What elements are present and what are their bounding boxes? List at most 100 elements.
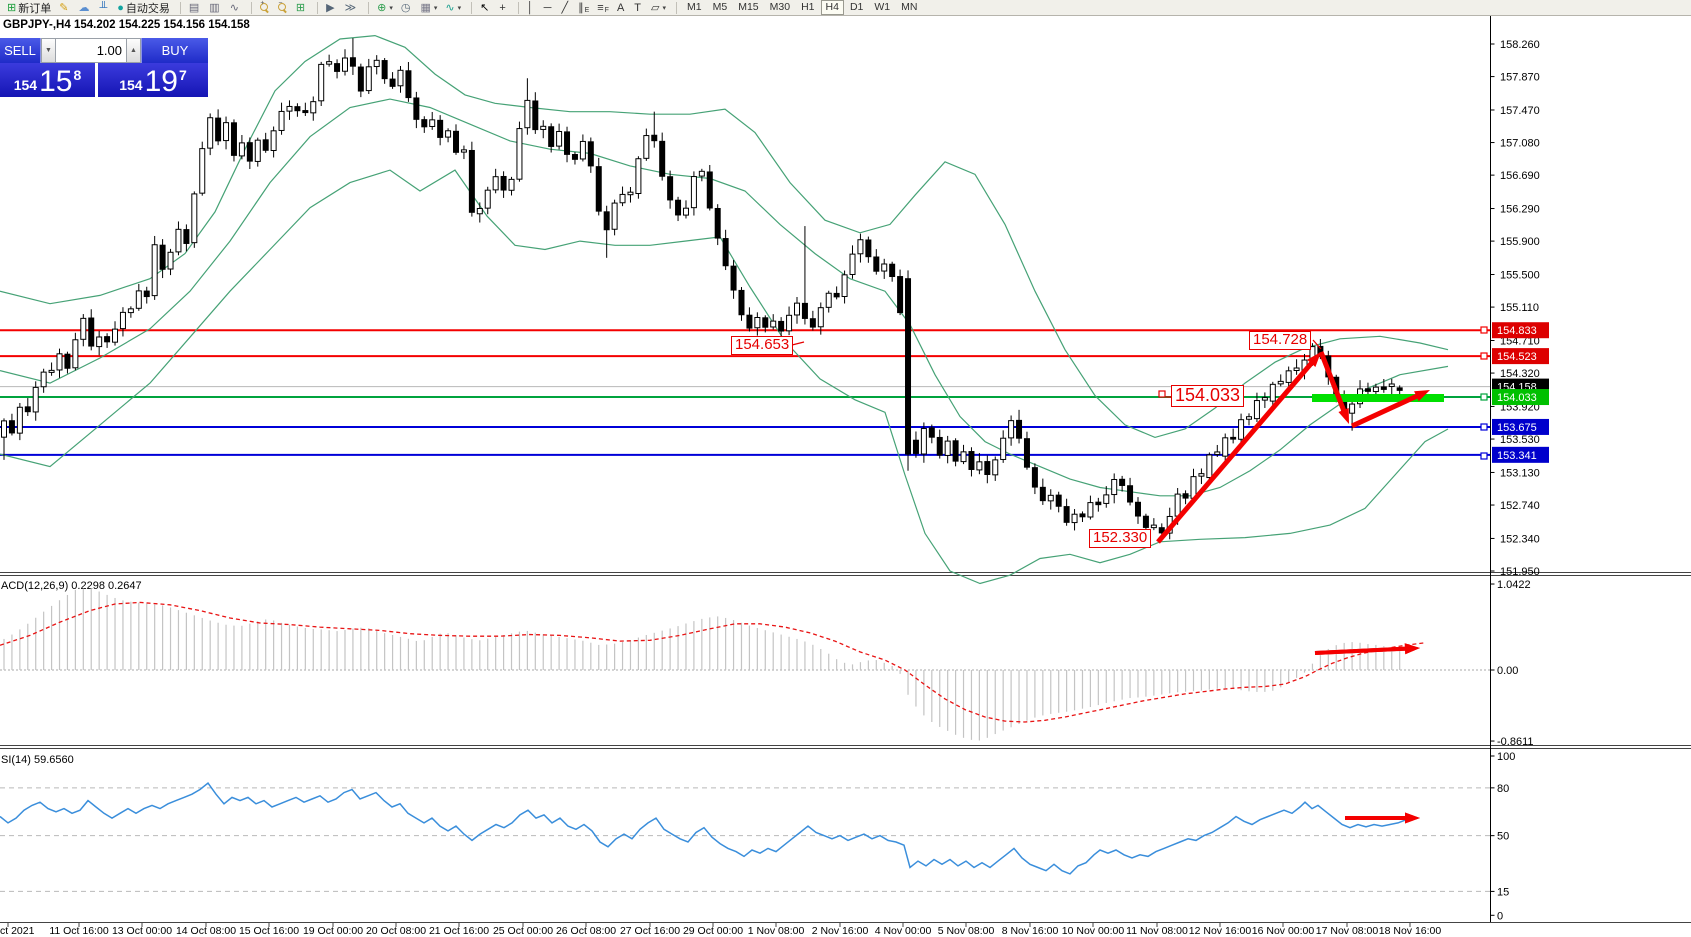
channel-tool[interactable]: ∥ E (578, 1, 590, 14)
zoom-in-icon[interactable]: + (257, 0, 273, 15)
trend-arrow[interactable] (1318, 351, 1349, 418)
new-order-button[interactable]: ⊞ 新订单 (7, 1, 52, 15)
timeframe-M5[interactable]: M5 (712, 1, 728, 13)
trendline-tool[interactable]: ╱ (558, 1, 573, 15)
signal-icon[interactable]: ╨ (96, 1, 112, 15)
timeframe-MN[interactable]: MN (901, 1, 918, 13)
date-label[interactable]: 4 Nov 00:00 (875, 925, 932, 937)
buy-button[interactable]: BUY (141, 38, 208, 63)
candle-chart-icon[interactable]: ▥ (206, 1, 224, 15)
candle-body (24, 406, 31, 413)
price-label-154728[interactable]: 154.728 (1249, 331, 1312, 350)
grid-icon[interactable]: ▦ ▾ (420, 1, 438, 14)
candle-body (215, 117, 222, 142)
candle-body (1230, 436, 1237, 440)
rsi-axis-label: 80 (1497, 783, 1509, 795)
date-label[interactable]: 16 Nov 00:00 (1252, 925, 1315, 937)
date-label[interactable]: 12 Nov 16:00 (1189, 925, 1252, 937)
label-tool[interactable]: T (631, 1, 646, 15)
candle-body (151, 244, 158, 297)
candle-body (976, 461, 983, 471)
date-label[interactable]: 25 Oct 00:00 (493, 925, 553, 937)
volume-decrement-button[interactable]: ▼ (41, 38, 56, 63)
date-label[interactable]: 8 Nov 16:00 (1002, 925, 1059, 937)
date-label[interactable]: 2 Nov 16:00 (812, 925, 869, 937)
timeframe-M1[interactable]: M1 (687, 1, 702, 13)
candle-body (1396, 387, 1403, 391)
date-label[interactable]: 17 Nov 08:00 (1316, 925, 1379, 937)
line-chart-icon[interactable]: ∿ (227, 1, 244, 15)
line-handle[interactable] (1480, 393, 1488, 401)
date-label[interactable]: 19 Oct 00:00 (303, 925, 363, 937)
price-label-152330[interactable]: 152.330 (1089, 529, 1152, 548)
timeframe-H4[interactable]: H4 (820, 0, 844, 15)
date-label[interactable]: 20 Oct 08:00 (366, 925, 426, 937)
cloud-icon[interactable]: ☁ (75, 1, 94, 15)
shapes-tool[interactable]: ▱ ▾ (651, 1, 667, 14)
date-label[interactable]: 21 Oct 16:00 (429, 925, 489, 937)
volume-increment-button[interactable]: ▲ (126, 38, 141, 63)
date-label[interactable]: 14 Oct 08:00 (176, 925, 236, 937)
date-label[interactable]: 13 Oct 00:00 (112, 925, 172, 937)
trend-arrow[interactable] (1314, 646, 1413, 655)
tile-windows-icon[interactable]: ⊞ (293, 1, 310, 15)
add-chart-icon[interactable]: ⊕ ▾ (377, 1, 393, 14)
rsi-axis-label: 15 (1497, 886, 1509, 898)
date-label[interactable]: 10 Nov 00:00 (1062, 925, 1125, 937)
hline-tool[interactable]: ─ (541, 1, 557, 15)
buy-price-button[interactable]: 154 19 7 (98, 63, 208, 97)
timeframe-W1[interactable]: W1 (874, 1, 891, 13)
date-label[interactable]: 15 Oct 16:00 (239, 925, 299, 937)
autotrade-button[interactable]: ● 自动交易 (117, 1, 170, 15)
clock-icon[interactable]: ◷ (398, 1, 416, 15)
date-label[interactable]: 26 Oct 08:00 (556, 925, 616, 937)
support-highlight-bar[interactable] (1312, 394, 1444, 402)
price-label-154653[interactable]: 154.653 (731, 336, 794, 355)
chart-title: GBPJPY-,H4 154.202 154.225 154.156 154.1… (3, 19, 250, 31)
candle-body (445, 130, 452, 138)
date-label[interactable]: 1 Nov 08:00 (748, 925, 805, 937)
text-tool[interactable]: A (614, 1, 629, 15)
zoom-out-icon[interactable]: − (275, 0, 291, 15)
cursor-icon[interactable]: ↖ (477, 1, 494, 15)
buy-big-figure: 154 (119, 77, 143, 93)
line-handle[interactable] (1158, 390, 1166, 398)
auto-scroll-icon[interactable]: ▶ (323, 1, 339, 15)
date-label[interactable]: 27 Oct 16:00 (620, 925, 680, 937)
crosshair-icon[interactable]: + (496, 1, 510, 15)
bar-chart-icon[interactable]: ▤ (186, 1, 204, 15)
date-label[interactable]: ct 2021 (0, 925, 35, 937)
timeframe-M30[interactable]: M30 (769, 1, 791, 13)
date-label[interactable]: 29 Oct 00:00 (683, 925, 743, 937)
line-handle[interactable] (1480, 452, 1488, 460)
candle-body (556, 130, 563, 147)
line-handle[interactable] (1480, 352, 1488, 360)
sell-price-button[interactable]: 154 15 8 (0, 63, 95, 97)
line-handle[interactable] (1480, 423, 1488, 431)
vline-tool[interactable]: │ (524, 1, 539, 15)
trend-arrow[interactable] (1156, 356, 1318, 544)
price-label-154033[interactable]: 154.033 (1171, 385, 1245, 407)
indicators-icon[interactable]: ∿ ▾ (445, 1, 462, 14)
timeframe-M15[interactable]: M15 (738, 1, 759, 13)
candle-body (326, 61, 333, 65)
timeframe-H1[interactable]: H1 (801, 1, 815, 13)
candle-body (722, 238, 729, 267)
candle-body (571, 154, 578, 160)
crayon-icon[interactable]: ✎ (56, 1, 73, 15)
fibo-tool[interactable]: ≡ F (597, 1, 609, 14)
date-label[interactable]: 11 Nov 08:00 (1126, 925, 1188, 937)
sell-button[interactable]: SELL (0, 38, 41, 63)
date-label[interactable]: 11 Oct 16:00 (49, 925, 109, 937)
candle-body (548, 126, 555, 147)
candle-body (825, 292, 832, 308)
date-label[interactable]: 5 Nov 08:00 (938, 925, 995, 937)
line-handle[interactable] (1480, 326, 1488, 334)
volume-input[interactable]: 1.00 (56, 38, 126, 63)
trendline-tool-glyph: ╱ (561, 1, 569, 14)
chart-shift-icon[interactable]: ≫ (342, 1, 362, 15)
trend-arrow[interactable] (1350, 391, 1424, 429)
timeframe-D1[interactable]: D1 (849, 1, 864, 13)
date-label[interactable]: 18 Nov 16:00 (1379, 925, 1442, 937)
